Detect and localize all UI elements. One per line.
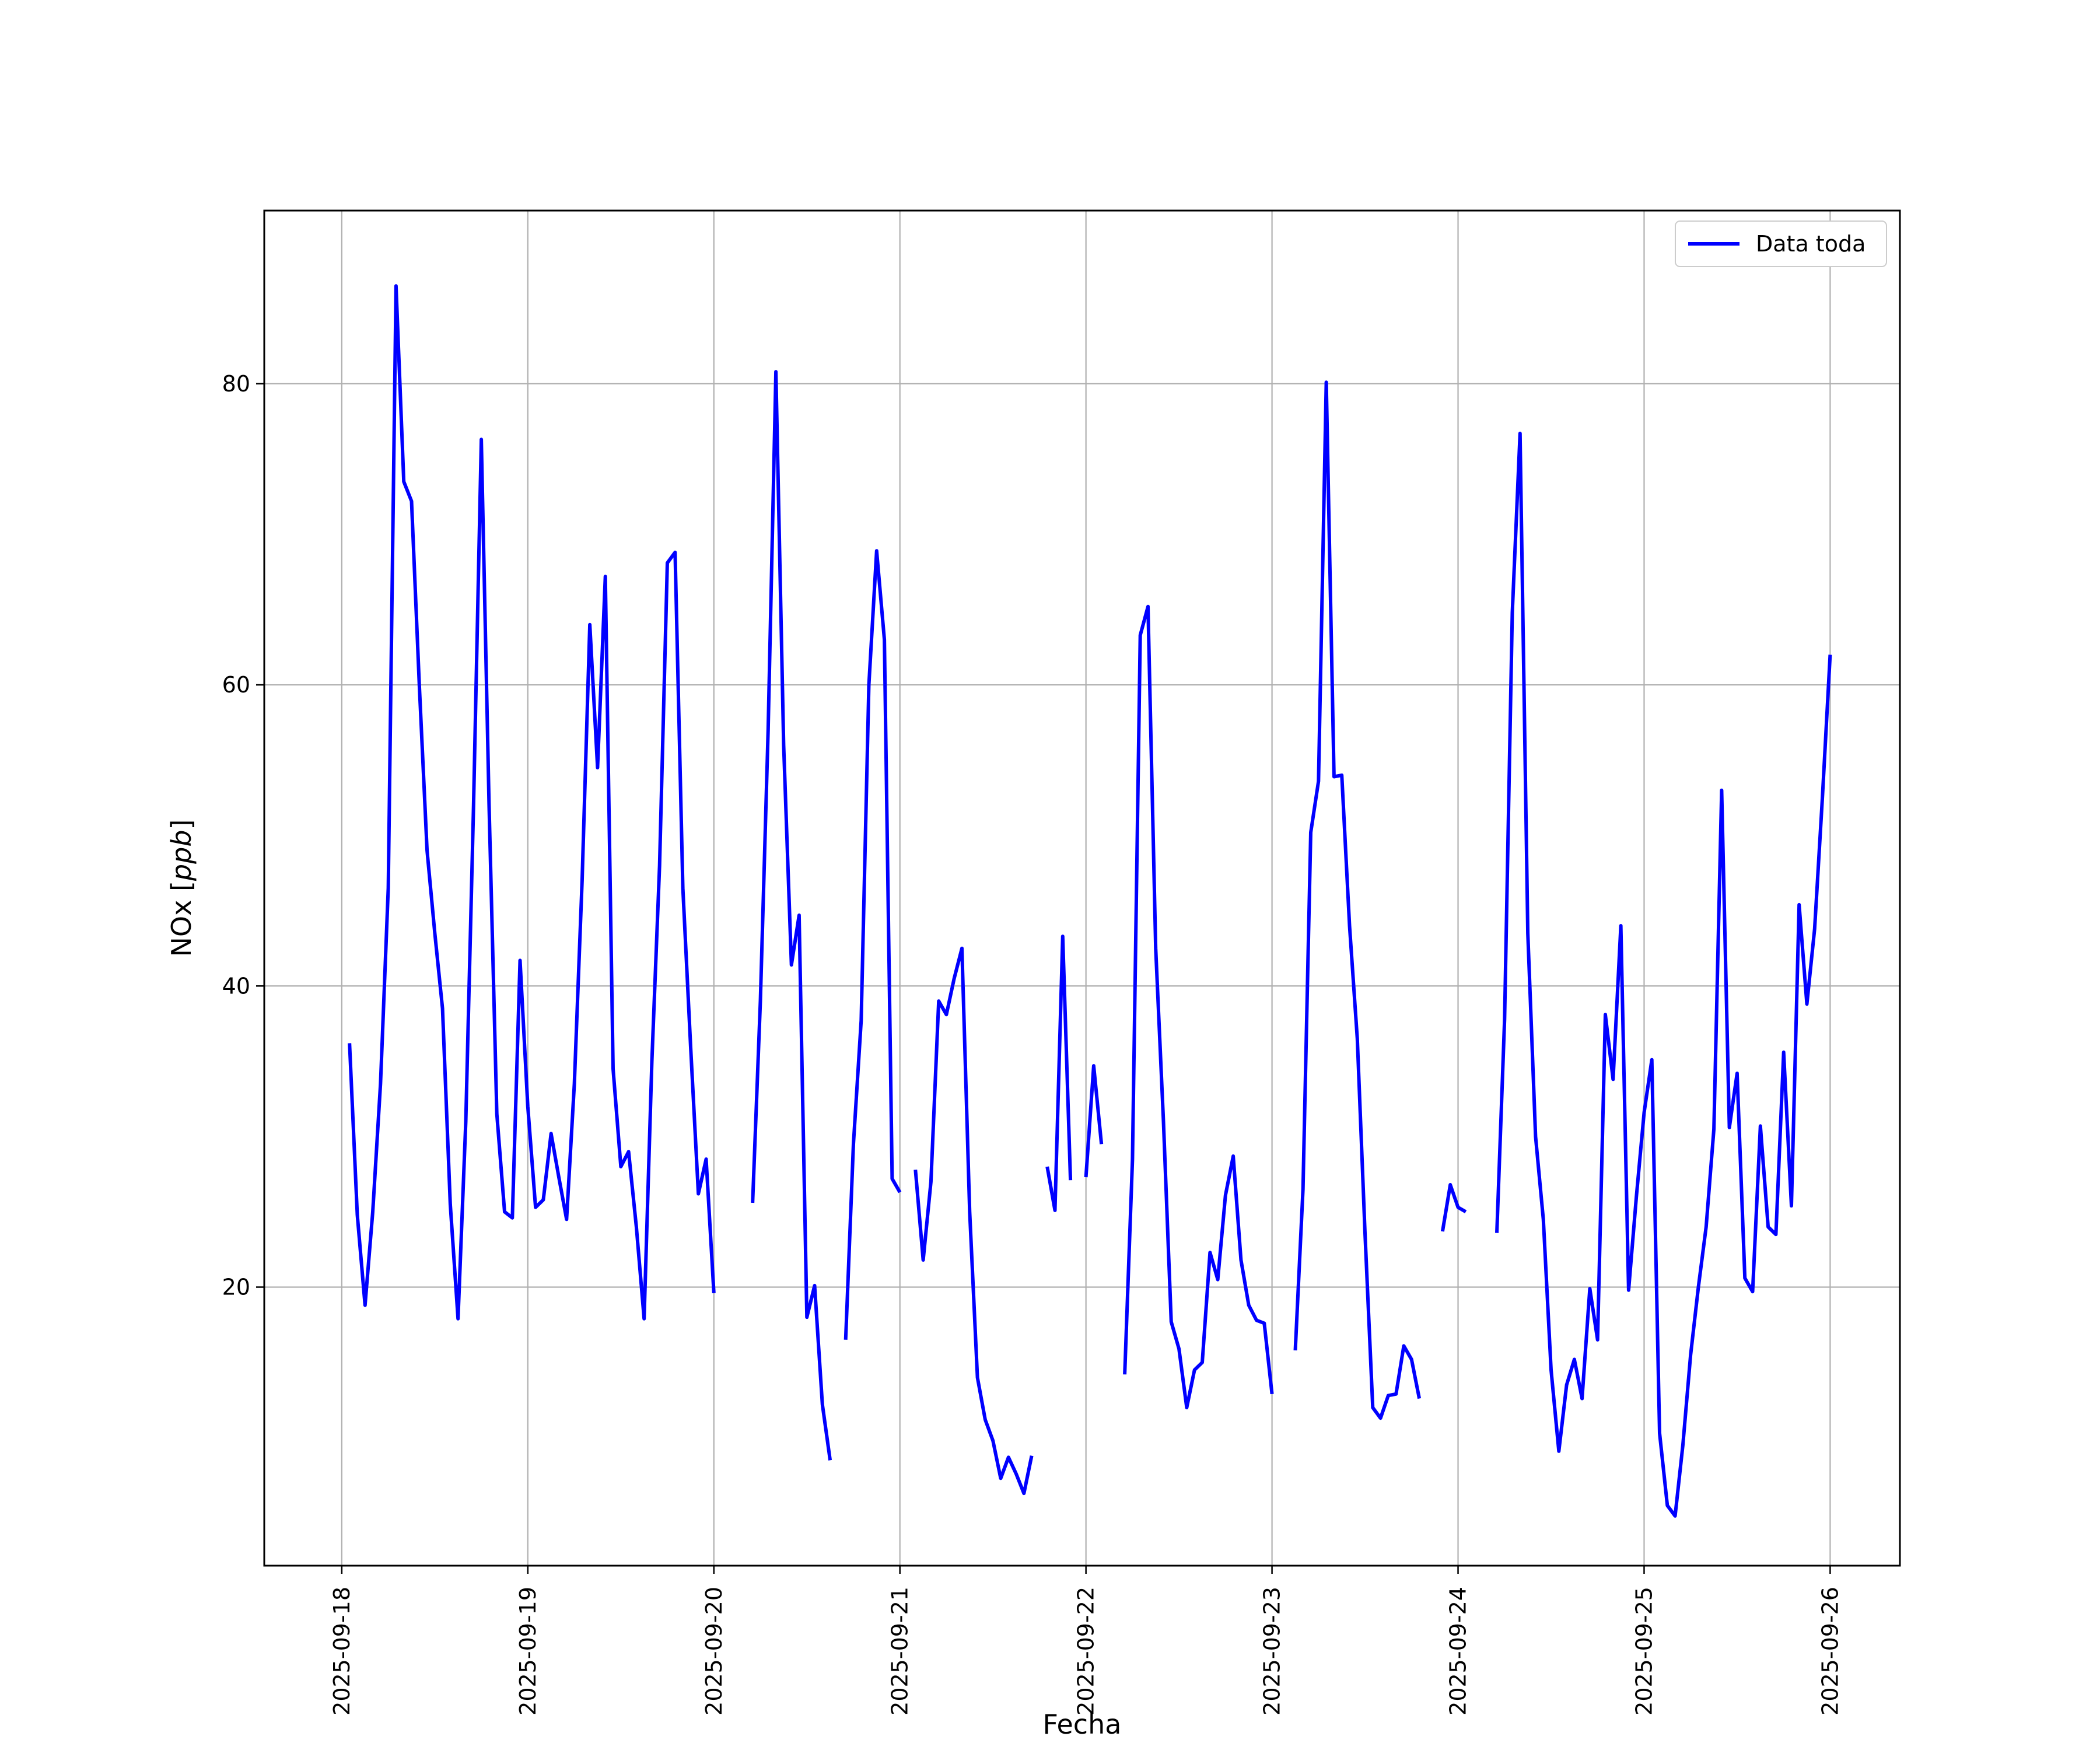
series-line-segment [844, 549, 902, 1340]
x-tick-label: 2025-09-18 [329, 1587, 355, 1716]
x-tick-label: 2025-09-24 [1446, 1587, 1471, 1716]
series-line-segment [1293, 380, 1422, 1420]
y-axis-label-bracket-close: ] [166, 820, 197, 830]
series-line-segment [1495, 432, 1832, 1518]
y-axis-label-bracket-open: [ [166, 881, 197, 891]
y-axis-label: NOx [ppb] [166, 820, 197, 957]
legend-box [1675, 220, 1887, 267]
series-line-segment [1123, 604, 1274, 1409]
x-tick-label: 2025-09-20 [701, 1587, 727, 1716]
y-tick-label: 80 [222, 371, 250, 397]
y-axis-label-base: NOx [166, 891, 197, 957]
x-axis-ticks: 2025-09-18 2025-09-19 2025-09-20 2025-09-21… [329, 1566, 1843, 1716]
y-tick-label: 40 [222, 973, 250, 999]
y-axis-ticks: 20 40 60 80 [222, 371, 264, 1300]
x-tick-label: 2025-09-21 [887, 1587, 913, 1716]
series-line-segment [348, 284, 716, 1321]
series-line-segment [914, 946, 1034, 1496]
series-line-segment [1045, 935, 1073, 1212]
series-data-toda [348, 284, 1832, 1518]
series-line-segment [751, 370, 832, 1461]
y-axis-label-unit: ppb [166, 830, 197, 881]
series-line-segment [1440, 1183, 1467, 1232]
plot-frame [263, 209, 1901, 1567]
series-line-segment [1084, 1064, 1104, 1178]
series-layer [348, 284, 1832, 1518]
y-tick-label: 20 [222, 1274, 250, 1300]
x-axis-label: Fecha [1043, 1709, 1122, 1740]
x-tick-label: 2025-09-26 [1817, 1587, 1843, 1716]
legend: Data toda [1675, 220, 1887, 267]
x-tick-label: 2025-09-22 [1073, 1587, 1099, 1716]
x-tick-label: 2025-09-23 [1259, 1587, 1285, 1716]
x-tick-label: 2025-09-25 [1631, 1587, 1657, 1716]
legend-label-data-toda: Data toda [1756, 231, 1866, 257]
x-tick-label: 2025-09-19 [515, 1587, 541, 1716]
y-tick-label: 60 [222, 672, 250, 698]
